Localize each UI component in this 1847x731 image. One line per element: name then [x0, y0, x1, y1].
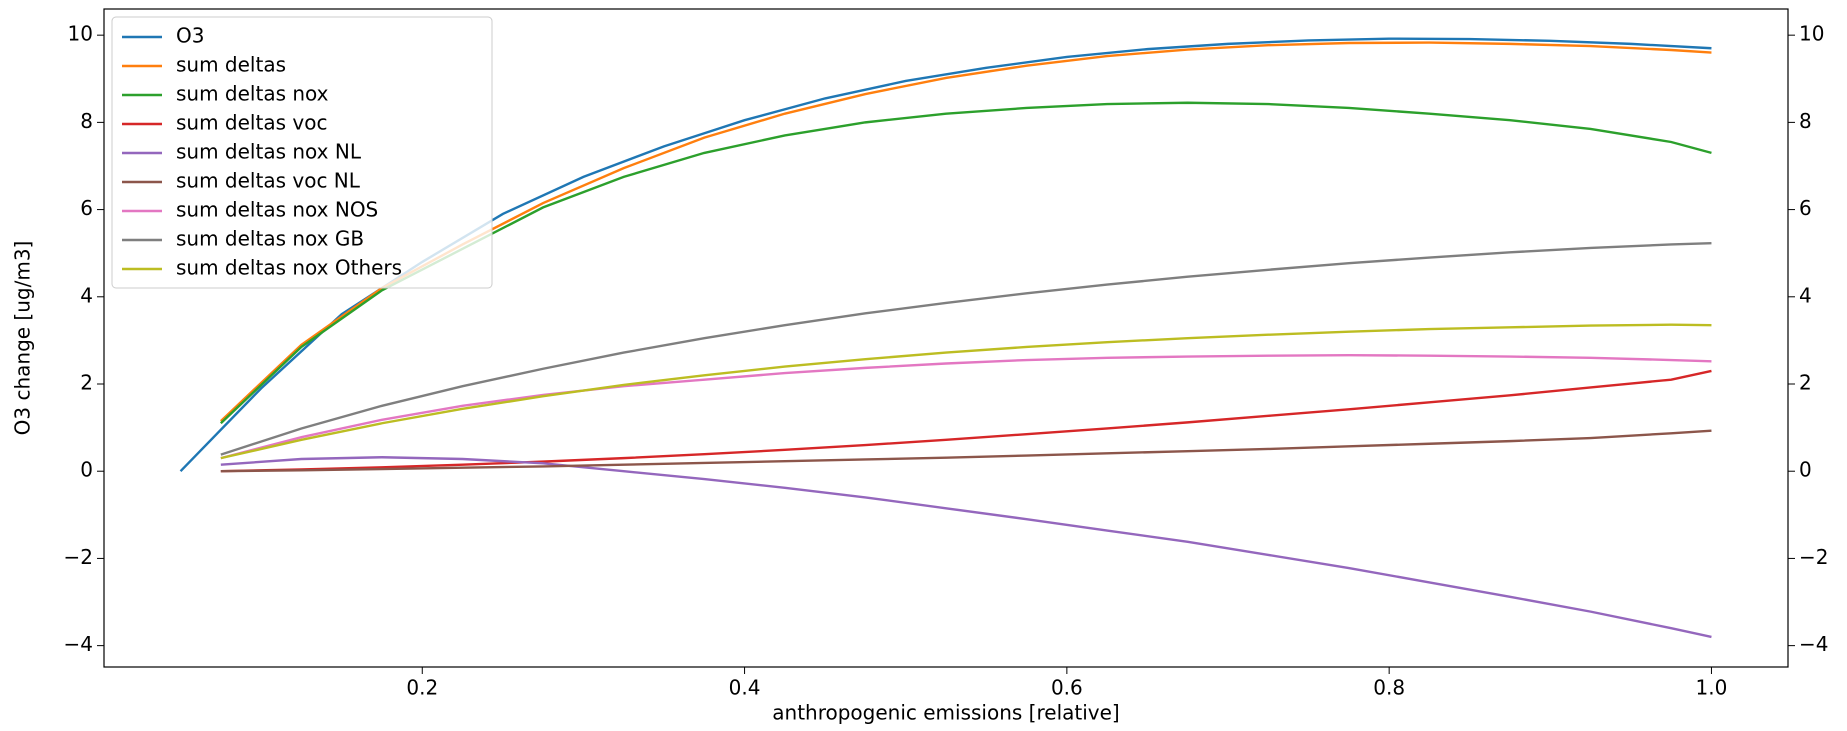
legend-label: sum deltas: [176, 53, 286, 77]
plot-frame: [103, 8, 1789, 668]
y2-tick-label: 6: [1799, 196, 1812, 220]
series-line: [220, 456, 1712, 639]
legend-box: [111, 16, 493, 289]
series-line: [220, 429, 1712, 473]
series-line: [220, 241, 1712, 456]
series-line: [220, 323, 1712, 460]
legend-label: sum deltas voc: [176, 111, 327, 135]
y-tick-label: 4: [80, 283, 93, 307]
y2-tick-label: 10: [1799, 22, 1824, 46]
y-tick-label: 6: [80, 196, 93, 220]
y-tick-label: −2: [64, 545, 93, 569]
y2-tick-label: −4: [1799, 632, 1828, 656]
y-tick-label: 0: [80, 458, 93, 482]
legend-label: sum deltas nox GB: [176, 227, 364, 251]
y2-tick-label: 0: [1799, 458, 1812, 482]
legend-label: sum deltas nox NOS: [176, 198, 378, 222]
y-tick-label: −4: [64, 632, 93, 656]
series-line: [220, 354, 1712, 460]
x-tick-label: 0.2: [406, 676, 438, 700]
y-axis-label: O3 change [ug/m3]: [11, 241, 35, 436]
x-tick-label: 0.6: [1051, 676, 1083, 700]
x-tick-label: 0.4: [729, 676, 761, 700]
y-tick-label: 10: [68, 22, 93, 46]
y-tick-label: 8: [80, 109, 93, 133]
x-axis-label: anthropogenic emissions [relative]: [772, 701, 1119, 725]
y2-tick-label: 2: [1799, 371, 1812, 395]
y-tick-label: 2: [80, 371, 93, 395]
legend-label: sum deltas nox: [176, 82, 329, 106]
x-tick-label: 0.8: [1373, 676, 1405, 700]
series-line: [220, 369, 1712, 473]
legend-label: sum deltas nox Others: [176, 256, 402, 280]
y2-tick-label: 4: [1799, 283, 1812, 307]
y2-tick-label: −2: [1799, 545, 1828, 569]
legend-label: O3: [176, 24, 204, 48]
legend-label: sum deltas nox NL: [176, 140, 362, 164]
y2-tick-label: 8: [1799, 109, 1812, 133]
x-tick-label: 1.0: [1696, 676, 1728, 700]
legend-label: sum deltas voc NL: [176, 169, 361, 193]
